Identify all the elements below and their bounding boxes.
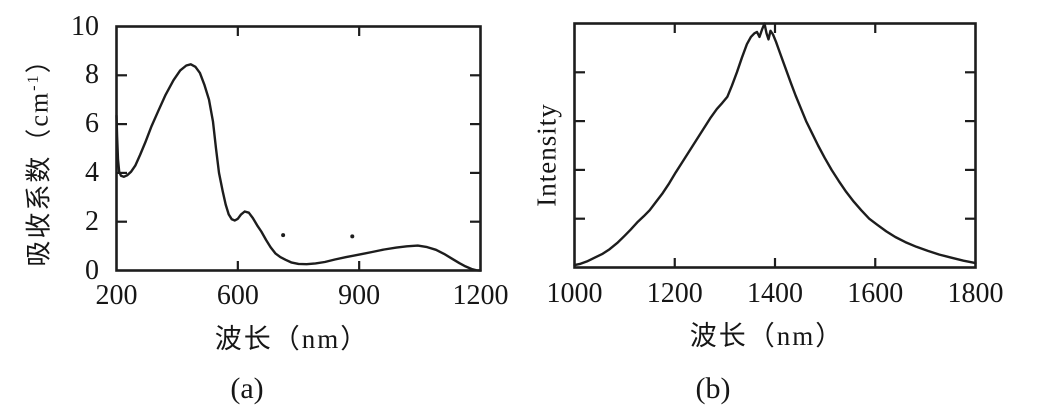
- scan-speck: [350, 234, 355, 239]
- x-tick-labels-b: 1000 1200 1400 1600 1800: [547, 278, 1004, 315]
- x-tick-label: 1600: [847, 278, 904, 309]
- x-tick-label: 1200: [452, 280, 509, 311]
- caption-b: (b): [695, 372, 731, 405]
- x-tick-label: 1400: [747, 278, 803, 309]
- x-tick-label: 600: [216, 280, 259, 311]
- plot-border: [573, 22, 977, 269]
- x-tick-label: 900: [338, 280, 381, 311]
- x-tick-labels-a: 200 600 900 1200: [96, 280, 509, 317]
- y-tick-label: 2: [85, 205, 99, 237]
- spectrum-curve-b: [573, 22, 977, 267]
- spectrum-svg-b: [573, 22, 977, 269]
- plot-border: [115, 25, 482, 272]
- x-tick-label: 1000: [546, 278, 603, 309]
- plot-area-a: [115, 25, 482, 272]
- y-tick-labels-a: 0 2 4 6 8 10: [40, 11, 106, 285]
- y-tick-label: 10: [71, 10, 99, 42]
- scan-speck: [281, 233, 286, 238]
- y-tick-label: 6: [85, 108, 99, 140]
- caption-a: (a): [230, 372, 264, 405]
- x-axis-label-b: 波长（nm）: [689, 321, 845, 351]
- x-tick-label: 1200: [646, 278, 703, 309]
- x-axis-label-a: 波长（nm）: [214, 324, 370, 354]
- spectrum-curve-a: [115, 63, 482, 272]
- x-tick-label: 200: [95, 280, 138, 311]
- spectrum-svg-a: [115, 25, 482, 272]
- y-axis-label-intensity: Intensity: [531, 103, 562, 207]
- y-tick-label: 4: [85, 156, 99, 188]
- y-tick-label: 0: [85, 254, 99, 286]
- y-tick-label: 8: [85, 59, 99, 91]
- x-tick-label: 1800: [947, 278, 1004, 309]
- plot-area-b: [573, 22, 977, 269]
